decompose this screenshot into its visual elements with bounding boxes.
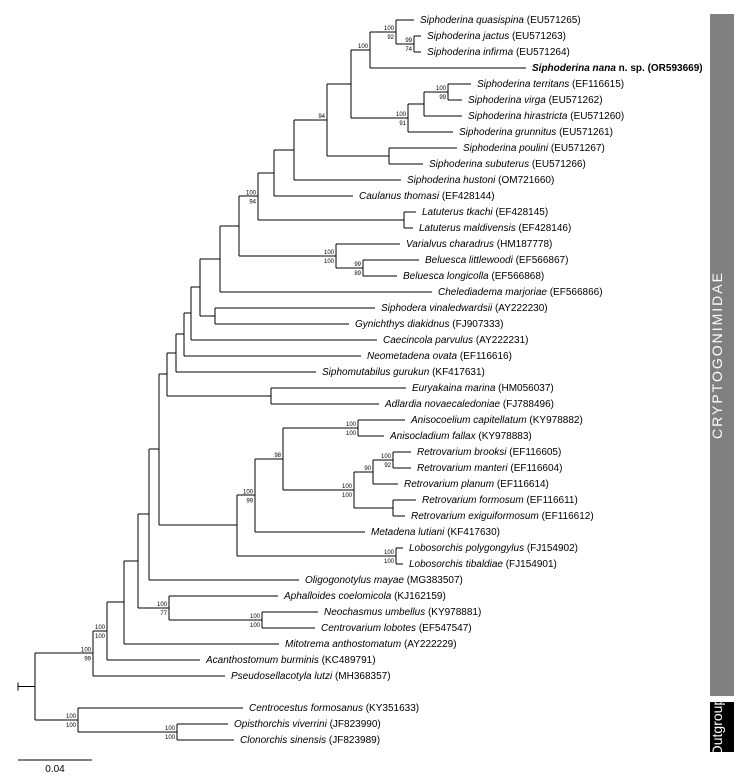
tip-label: Siphoderina grunnitus (EU571261)	[459, 127, 613, 138]
support-value: 100	[165, 726, 176, 732]
tip-label: Siphoderina virga (EU571262)	[468, 95, 603, 106]
support-value: 100	[384, 559, 395, 565]
tip-label: Metadena lutiani (KF417630)	[371, 527, 500, 538]
support-value: 99	[84, 657, 91, 663]
tip-label: Mitotrema anthostomatum (AY222229)	[285, 639, 457, 650]
tip-label: Anisocoelium capitellatum (KY978882)	[410, 415, 583, 426]
support-value: 92	[387, 35, 394, 41]
support-value: 100	[384, 550, 395, 556]
tip-label: Varialvus charadrus (HM187778)	[406, 239, 552, 250]
support-value: 74	[405, 47, 412, 53]
tip-label: Retrovarium exiguiformosum (EF116612)	[411, 511, 594, 522]
support-value: 100	[157, 602, 168, 608]
scale-label: 0.04	[45, 764, 65, 775]
tip-label: Siphoderina hustoni (OM721660)	[407, 175, 554, 186]
support-value: 94	[249, 200, 256, 206]
support-value: 100	[81, 648, 92, 654]
tip-label: Latuterus maldivensis (EF428146)	[419, 223, 571, 234]
support-value: 100	[342, 484, 353, 490]
tip-label: Oligogonotylus mayae (MG383507)	[305, 575, 463, 586]
tip-label: Pseudosellacotyla lutzi (MH368357)	[231, 671, 391, 682]
support-value: 100	[346, 431, 357, 437]
support-value: 100	[381, 454, 392, 460]
support-value: 92	[384, 463, 391, 469]
tip-label: Siphoderina quasispina (EU571265)	[420, 15, 581, 26]
support-value: 100	[436, 86, 447, 92]
support-value: 98	[274, 453, 281, 459]
support-value: 99	[405, 38, 412, 44]
tip-label: Retrovarium brooksi (EF116605)	[417, 447, 561, 458]
tip-label: Siphoderina jactus (EU571263)	[427, 31, 566, 42]
support-value: 100	[66, 714, 77, 720]
support-value: 99	[354, 262, 361, 268]
tip-label: Euryakaina marina (HM056037)	[412, 383, 554, 394]
tip-label: Siphodera vinaledwardsii (AY222230)	[381, 303, 548, 314]
support-value: 100	[324, 250, 335, 256]
tip-label: Anisocladium fallax (KY978883)	[389, 431, 532, 442]
support-value: 94	[318, 114, 325, 120]
tip-label: Siphoderina territans (EF116615)	[477, 79, 624, 90]
tip-label: Acanthostomum burminis (KC489791)	[205, 655, 376, 666]
support-value: 100	[250, 623, 261, 629]
support-value: 100	[95, 634, 106, 640]
tip-label: Beluesca littlewoodi (EF566867)	[425, 255, 568, 266]
support-value: 100	[246, 191, 257, 197]
tip-label: Siphoderina hirastricta (EU571260)	[468, 111, 624, 122]
tip-label: Lobosorchis polygongylus (FJ154902)	[409, 543, 578, 554]
tip-label: Latuterus tkachi (EF428145)	[422, 207, 548, 218]
tip-label: Retrovarium manteri (EF116604)	[417, 463, 562, 474]
tip-label: Neochasmus umbellus (KY978881)	[324, 607, 481, 618]
support-value: 100	[346, 422, 357, 428]
tip-label: Aphalloides coelomicola (KJ162159)	[283, 591, 446, 602]
tip-label: Siphomutabilus gurukun (KF417631)	[322, 367, 485, 378]
support-value: 100	[384, 26, 395, 32]
outgroup-label: Outgroup	[709, 698, 725, 757]
tip-label: Retrovarium planum (EF116614)	[404, 479, 549, 490]
tip-label: Siphoderina poulini (EU571267)	[463, 143, 605, 154]
tip-label: Siphoderina nana n. sp. (OR593669)	[532, 63, 703, 74]
tip-label: Adlardia novaecaledoniae (FJ788496)	[384, 399, 554, 410]
support-value: 100	[358, 44, 369, 50]
support-value: 100	[95, 625, 106, 631]
phylogenetic-tree: CRYPTOGONIMIDAE Outgroup 100 92 99 74 100 100 99…	[0, 0, 746, 779]
tip-label: Siphoderina infirma (EU571264)	[427, 47, 570, 58]
tip-label: Caecincola parvulus (AY222231)	[383, 335, 528, 346]
support-value: 77	[160, 611, 167, 617]
tip-label: Clonorchis sinensis (JF823989)	[240, 735, 380, 746]
tip-label: Beluesca longicolla (EF566868)	[403, 271, 544, 282]
support-value: 90	[364, 466, 371, 472]
tip-label: Centrovarium lobotes (EF547547)	[321, 623, 472, 634]
tip-label: Gynichthys diakidnus (FJ907333)	[355, 319, 503, 330]
tip-label: Siphoderina subuterus (EU571266)	[429, 159, 586, 170]
support-value: 89	[354, 271, 361, 277]
support-value: 100	[243, 490, 254, 496]
support-value: 99	[439, 95, 446, 101]
support-value: 100	[342, 493, 353, 499]
support-value: 100	[250, 614, 261, 620]
ingroup-label: CRYPTOGONIMIDAE	[709, 271, 725, 439]
tip-label: Caulanus thomasi (EF428144)	[359, 191, 495, 202]
tip-label: Neometadena ovata (EF116616)	[367, 351, 512, 362]
support-value: 100	[396, 112, 407, 118]
support-value: 100	[324, 259, 335, 265]
support-value: 100	[165, 735, 176, 741]
tip-label: Retrovarium formosum (EF116611)	[422, 495, 578, 506]
tip-label: Chelediadema marjoriae (EF566866)	[438, 287, 603, 298]
tip-label: Centrocestus formosanus (KY351633)	[249, 703, 419, 714]
support-value: 100	[66, 723, 77, 729]
support-value: 91	[399, 121, 406, 127]
support-value: 99	[246, 499, 253, 505]
tip-label: Opisthorchis viverrini (JF823990)	[234, 719, 381, 730]
tip-label: Lobosorchis tibaldiae (FJ154901)	[409, 559, 557, 570]
